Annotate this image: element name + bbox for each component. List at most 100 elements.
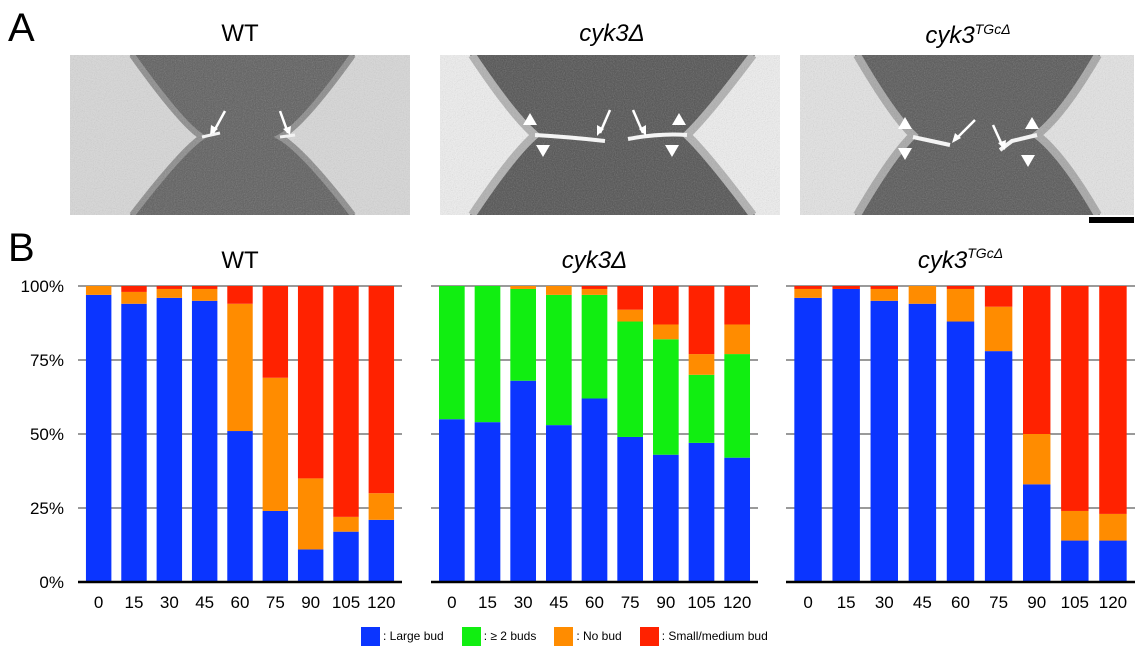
legend-item-large-bud: : Large bud xyxy=(361,626,444,646)
em-title-wt-text: WT xyxy=(221,20,259,47)
bar-segment-no-bud xyxy=(1099,513,1127,541)
bar-segment-two-buds xyxy=(581,294,608,399)
y-tick-label: 100% xyxy=(21,277,64,296)
x-tick-label: 75 xyxy=(621,593,640,612)
x-tick-label: 105 xyxy=(332,593,360,612)
bar-segment-no-bud xyxy=(946,288,975,322)
bar-segment-large-bud xyxy=(946,321,975,582)
bar-segment-large-bud xyxy=(870,300,898,582)
bar-segment-small-medium-bud xyxy=(262,286,289,378)
bar-segment-two-buds xyxy=(688,374,715,443)
bar-segment-large-bud xyxy=(832,288,860,582)
panel-label-b: B xyxy=(8,226,35,270)
x-tick-label: 90 xyxy=(656,593,675,612)
em-title-cyk3: cyk3Δ xyxy=(492,22,732,46)
bar-segment-large-bud xyxy=(262,510,289,582)
x-tick-label: 60 xyxy=(585,593,604,612)
bar-segment-small-medium-bud xyxy=(227,286,253,304)
bar-segment-small-medium-bud xyxy=(297,286,324,479)
scale-bar xyxy=(1089,217,1134,223)
x-tick-label: 75 xyxy=(266,593,285,612)
x-tick-label: 105 xyxy=(687,593,715,612)
micrograph-cyk3tgc xyxy=(800,55,1134,215)
bar-segment-small-medium-bud xyxy=(724,286,751,325)
bar-segment-large-bud xyxy=(333,531,359,582)
legend-item-no-bud: : No bud xyxy=(554,626,622,646)
bar-segment-large-bud xyxy=(474,422,501,582)
bar-segment-no-bud xyxy=(85,286,112,295)
bar-segment-no-bud xyxy=(617,309,644,322)
chart-title: cyk3TGcΔ xyxy=(918,245,1003,274)
x-tick-label: 45 xyxy=(549,593,568,612)
x-tick-label: 60 xyxy=(951,593,970,612)
bar-segment-two-buds xyxy=(724,354,751,458)
em-title-cyk3tgc-text: cyk3 xyxy=(925,22,975,49)
legend-label-large-bud: : Large bud xyxy=(383,629,444,643)
bar-segment-large-bud xyxy=(724,457,751,582)
bar-segment-small-medium-bud xyxy=(156,286,183,289)
bar-segment-no-bud xyxy=(368,493,395,520)
bar-segment-large-bud xyxy=(581,398,608,582)
bar-segment-small-medium-bud xyxy=(870,286,898,289)
bar-segment-large-bud xyxy=(368,519,395,582)
em-title-cyk3tgc-sup: TGcΔ xyxy=(974,21,1011,37)
bar-segment-large-bud xyxy=(510,380,537,582)
y-tick-label: 25% xyxy=(30,499,64,518)
bar-segment-no-bud xyxy=(688,354,715,375)
bar-segment-no-bud xyxy=(121,291,147,304)
bar-segment-large-bud xyxy=(227,431,253,582)
chart-panel-3: 0 15 30 45 60 75 90 105 120 cyk3TGcΔ xyxy=(786,245,1135,612)
legend-label-two-buds: : ≥ 2 buds xyxy=(483,629,537,643)
bar-segment-no-bud xyxy=(724,324,751,355)
bar-segment-small-medium-bud xyxy=(652,286,679,325)
bar-segment-two-buds xyxy=(438,286,465,420)
x-tick-label: 15 xyxy=(478,593,497,612)
bar-segment-no-bud xyxy=(297,478,324,550)
bar-segment-large-bud xyxy=(617,436,644,582)
legend: : Large bud : ≥ 2 buds : No bud : Small/… xyxy=(361,626,786,646)
bar-segment-two-buds xyxy=(652,339,679,455)
bar-segment-no-bud xyxy=(581,288,608,295)
panel-label-a: A xyxy=(8,6,35,50)
bar-segment-two-buds xyxy=(510,288,537,381)
bar-segment-small-medium-bud xyxy=(1061,286,1089,511)
bar-segment-small-medium-bud xyxy=(368,286,395,494)
bar-segment-no-bud xyxy=(156,288,183,298)
bar-segment-large-bud xyxy=(1099,540,1127,582)
bar-segment-small-medium-bud xyxy=(984,286,1013,307)
bar-segment-small-medium-bud xyxy=(832,286,860,289)
x-tick-label: 105 xyxy=(1061,593,1089,612)
bar-segment-two-buds xyxy=(617,321,644,437)
bar-segment-no-bud xyxy=(545,286,572,295)
em-title-cyk3tgc: cyk3TGcΔ xyxy=(848,22,1088,48)
bar-segment-large-bud xyxy=(85,294,112,582)
bar-segment-small-medium-bud xyxy=(794,286,822,289)
x-tick-label: 30 xyxy=(160,593,179,612)
legend-swatch-small-medium-bud xyxy=(639,626,659,646)
x-tick-label: 30 xyxy=(875,593,894,612)
legend-label-no-bud: : No bud xyxy=(576,629,622,643)
chart-panel-1: 0 15 30 45 60 75 90 105 120 0% 25% 50% 75% 100% WT xyxy=(21,247,402,612)
legend-item-two-buds: : ≥ 2 buds xyxy=(461,626,537,646)
bar-segment-large-bud xyxy=(191,300,218,582)
x-tick-label: 120 xyxy=(723,593,751,612)
x-tick-label: 60 xyxy=(231,593,250,612)
y-tick-label: 0% xyxy=(39,573,64,592)
legend-label-small-medium-bud: : Small/medium bud xyxy=(661,629,768,643)
x-tick-label: 90 xyxy=(1027,593,1046,612)
micrograph-wt xyxy=(70,55,410,215)
x-tick-label: 120 xyxy=(1099,593,1127,612)
x-tick-label: 45 xyxy=(195,593,214,612)
bar-segment-small-medium-bud xyxy=(1023,286,1051,434)
bar-segment-no-bud xyxy=(191,288,218,301)
bar-segment-small-medium-bud xyxy=(1099,286,1127,514)
bar-segment-small-medium-bud xyxy=(946,286,975,289)
bar-segment-no-bud xyxy=(652,324,679,340)
bar-segment-large-bud xyxy=(121,303,147,582)
micrograph-cyk3 xyxy=(440,55,780,215)
x-tick-label: 15 xyxy=(125,593,144,612)
bar-segment-large-bud xyxy=(297,549,324,582)
bar-segment-no-bud xyxy=(1023,434,1051,485)
bar-segment-small-medium-bud xyxy=(688,286,715,355)
bar-segment-no-bud xyxy=(908,286,937,304)
